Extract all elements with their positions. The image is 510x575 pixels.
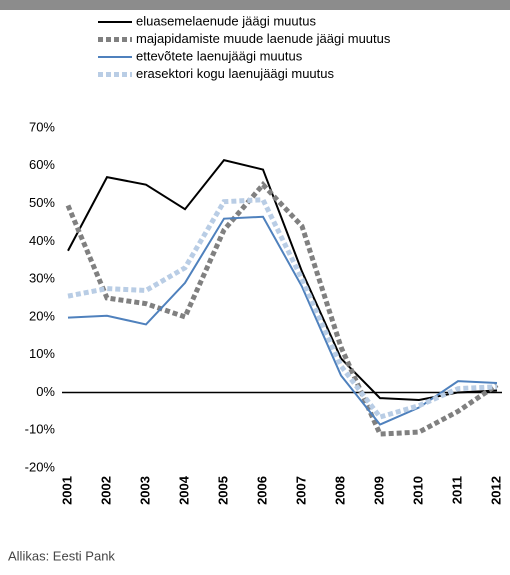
- legend-label: eluasemelaenude jäägi muutus: [136, 13, 316, 28]
- x-tick-label: 2009: [371, 476, 386, 505]
- series-line: [67, 215, 498, 426]
- x-tick-label: 2004: [176, 475, 191, 505]
- y-tick-label: 60%: [29, 157, 55, 172]
- y-tick-label: 0%: [36, 384, 55, 399]
- legend-label: erasektori kogu laenujäägi muutus: [136, 66, 335, 81]
- x-tick-label: 2003: [137, 476, 152, 505]
- y-tick-label: 70%: [29, 119, 55, 134]
- y-tick-label: 30%: [29, 271, 55, 286]
- series-line: [65, 180, 499, 437]
- x-tick-label: 2011: [449, 476, 464, 504]
- legend-label: majapidamiste muude laenude jäägi muutus: [136, 31, 391, 46]
- x-tick-label: 2005: [215, 476, 230, 505]
- x-tick-label: 2002: [98, 476, 113, 505]
- series-line: [67, 158, 498, 402]
- y-tick-label: 20%: [29, 308, 55, 323]
- y-tick-label: -10%: [25, 422, 56, 437]
- x-tick-label: 2007: [293, 476, 308, 505]
- series-line: [67, 197, 498, 420]
- x-tick-label: 2008: [332, 476, 347, 505]
- x-tick-label: 2010: [410, 476, 425, 505]
- x-tick-label: 2012: [488, 476, 503, 505]
- source: Allikas: Eesti Pank: [8, 548, 115, 563]
- header-bar: [0, 0, 510, 10]
- y-tick-label: 50%: [29, 195, 55, 210]
- x-tick-label: 2001: [59, 476, 74, 505]
- y-tick-label: 10%: [29, 346, 55, 361]
- y-tick-label: 40%: [29, 233, 55, 248]
- legend-label: ettevõtete laenujäägi muutus: [136, 48, 303, 63]
- y-tick-label: -20%: [25, 459, 56, 474]
- x-tick-label: 2006: [254, 476, 269, 505]
